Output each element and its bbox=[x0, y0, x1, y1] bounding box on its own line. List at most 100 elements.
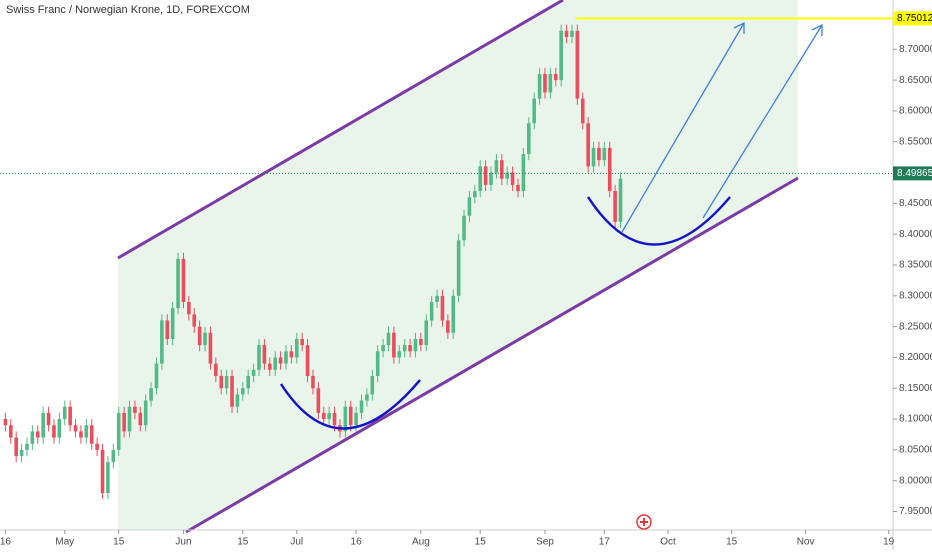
candle-body bbox=[419, 338, 423, 346]
candle-body bbox=[241, 388, 245, 395]
candle-body bbox=[440, 295, 445, 321]
candle-body bbox=[402, 345, 407, 352]
candle-body bbox=[41, 412, 45, 438]
event-icon[interactable] bbox=[636, 514, 652, 530]
candle-body bbox=[413, 338, 418, 352]
candle-body bbox=[170, 308, 175, 339]
chart-title: Swiss Franc / Norwegian Krone, 1D, FOREX… bbox=[6, 4, 250, 16]
arrow-head bbox=[733, 21, 745, 34]
candle-body bbox=[95, 443, 99, 450]
y-tick-label: 8.45000 bbox=[899, 198, 932, 209]
candle-body bbox=[467, 197, 472, 216]
x-tick-label: 15 bbox=[237, 537, 249, 548]
candle-body bbox=[618, 178, 623, 222]
candle-body bbox=[311, 375, 315, 389]
candle-body bbox=[483, 166, 488, 185]
candle-body bbox=[294, 338, 299, 358]
candle-body bbox=[214, 363, 218, 376]
candle-body bbox=[392, 332, 396, 358]
candle-body bbox=[591, 147, 596, 167]
x-tick-label: 17 bbox=[599, 537, 611, 548]
candle-body bbox=[84, 425, 89, 438]
candle-body bbox=[332, 412, 337, 426]
candle-body bbox=[219, 375, 224, 389]
cup-right bbox=[586, 196, 731, 246]
candle-body bbox=[435, 295, 439, 302]
event-plus[interactable] bbox=[640, 518, 648, 526]
candle-body bbox=[251, 369, 256, 376]
y-tick-label: 8.05000 bbox=[899, 445, 932, 456]
candle-body bbox=[149, 388, 153, 401]
x-tick-label: Sep bbox=[536, 537, 554, 548]
candle-body bbox=[305, 345, 310, 376]
candle-body bbox=[381, 345, 385, 352]
arrows bbox=[621, 21, 823, 233]
candle-body bbox=[257, 345, 261, 370]
x-tick-label: 15 bbox=[475, 537, 487, 548]
candle-body bbox=[597, 147, 601, 161]
candle-body bbox=[165, 320, 170, 339]
candle-body bbox=[122, 412, 126, 432]
candle-body bbox=[613, 191, 617, 222]
candle-body bbox=[586, 123, 590, 167]
candle-body bbox=[8, 425, 13, 438]
candle-body bbox=[176, 258, 180, 309]
y-tick-label: 7.95000 bbox=[899, 506, 932, 517]
candle-body bbox=[321, 412, 326, 420]
x-tick-label: 15 bbox=[113, 537, 125, 548]
candle-body bbox=[526, 123, 531, 155]
candle-body bbox=[602, 147, 607, 161]
candle-body bbox=[127, 406, 132, 432]
y-tick-label: 8.60000 bbox=[899, 106, 932, 117]
arrow bbox=[702, 24, 823, 219]
candle-body bbox=[57, 419, 62, 438]
candle-body bbox=[521, 154, 526, 192]
arrow-head bbox=[811, 23, 823, 36]
channel-lower bbox=[185, 176, 799, 534]
candle-body bbox=[548, 73, 553, 93]
candle-body bbox=[607, 147, 612, 192]
x-tick-label: Jul bbox=[290, 537, 303, 548]
level-label: 8.75012 bbox=[897, 13, 932, 24]
candle-body bbox=[359, 400, 364, 413]
last-price-label: 8.49865 bbox=[897, 168, 932, 179]
y-tick-label: 8.35000 bbox=[899, 260, 932, 271]
y-tick-label: 8.55000 bbox=[899, 136, 932, 147]
y-tick-label: 8.40000 bbox=[899, 229, 932, 240]
y-tick-label: 8.25000 bbox=[899, 321, 932, 332]
candle-body bbox=[570, 30, 574, 37]
candle-body bbox=[25, 443, 29, 450]
x-tick-label: May bbox=[55, 537, 74, 548]
x-tick-label: Aug bbox=[412, 537, 430, 548]
candle-body bbox=[397, 351, 402, 358]
candle-body bbox=[354, 412, 358, 426]
candle-body bbox=[30, 431, 35, 444]
candle-body bbox=[46, 412, 51, 426]
candle-body bbox=[116, 412, 121, 450]
candle-body bbox=[138, 412, 143, 426]
candle-body bbox=[564, 30, 569, 37]
candle-body bbox=[224, 375, 229, 389]
candle-body bbox=[456, 240, 461, 296]
candle-body bbox=[273, 357, 277, 370]
candle-body bbox=[543, 73, 547, 93]
candle-body bbox=[424, 320, 429, 346]
candle-body bbox=[343, 406, 348, 432]
candle-body bbox=[348, 406, 353, 426]
candle-body bbox=[181, 258, 186, 302]
level-label-box bbox=[893, 11, 932, 26]
candle-body bbox=[208, 332, 213, 364]
candle-body bbox=[580, 98, 585, 124]
candle-body bbox=[451, 295, 456, 333]
y-tick-label: 8.15000 bbox=[899, 383, 932, 394]
candle-body bbox=[429, 301, 434, 321]
candle-body bbox=[370, 375, 375, 395]
x-tick-label: Nov bbox=[797, 537, 815, 548]
candle-body bbox=[510, 172, 515, 185]
candle-body bbox=[375, 351, 380, 376]
candle-body bbox=[386, 332, 391, 346]
candle-body bbox=[473, 191, 477, 198]
candle-body bbox=[284, 351, 288, 364]
